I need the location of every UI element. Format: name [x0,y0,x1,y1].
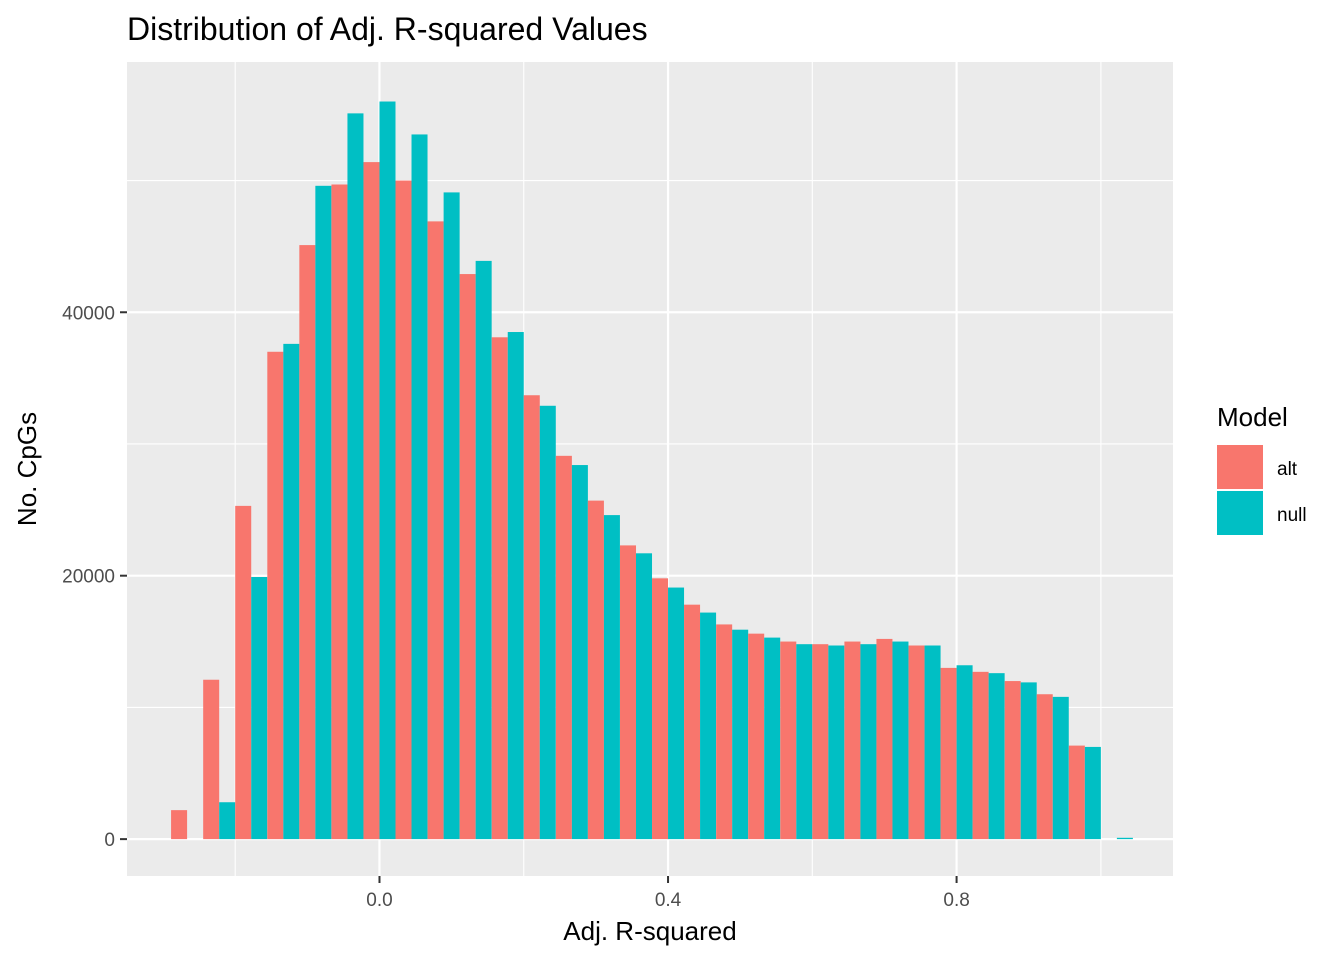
bar-null [924,645,941,840]
bar-alt [619,545,637,840]
bar-null [315,185,332,840]
bar-alt [523,395,540,840]
bar-null [443,192,460,840]
bar-null [475,260,492,840]
bar-alt [555,455,572,840]
bar-alt [684,604,701,840]
bar-alt [235,505,252,840]
bar-null [988,673,1005,840]
x-axis-title: Adj. R-squared [563,916,736,946]
bar-alt [652,578,669,840]
bar-null [603,515,620,840]
bar-alt [716,624,733,840]
bar-null [636,553,653,840]
bar-alt [1004,681,1021,840]
bar-null [796,644,813,840]
bar-alt [812,644,829,840]
bar-null [956,665,973,840]
bar-null [892,641,909,840]
bar-null [732,629,749,840]
bar-null [700,612,717,840]
bar-null [379,101,396,840]
bar-null [860,644,877,840]
bars [171,101,1133,840]
legend-label-alt: alt [1277,459,1298,480]
x-tick-label: 0.0 [366,890,392,911]
bar-null [764,637,781,840]
legend-key-null [1217,491,1263,535]
bar-alt [844,641,861,840]
bar-alt [427,221,444,840]
legend: Model alt null [1217,402,1307,535]
bar-alt [203,679,220,840]
bar-null [219,802,236,840]
bar-null [1084,746,1101,840]
bar-alt [459,274,476,840]
x-tick-label: 0.4 [655,890,682,911]
bar-null [1052,696,1069,840]
bar-null [571,465,588,840]
y-tick-label: 20000 [62,567,115,588]
y-axis-ticks: 0 20000 40000 [62,303,127,851]
bar-null [251,577,268,840]
legend-label-null: null [1277,505,1307,526]
bar-alt [587,500,604,840]
legend-key-alt [1217,445,1263,489]
y-axis-title: No. CpGs [12,412,42,526]
y-tick-label: 0 [104,830,115,851]
bar-null [1116,837,1133,840]
bar-null [283,343,300,840]
bar-null [411,134,428,840]
bar-alt [171,810,188,840]
bar-alt [491,337,508,840]
chart-title: Distribution of Adj. R-squared Values [127,11,648,47]
bar-alt [748,633,765,840]
bar-null [668,587,685,840]
bar-alt [940,667,957,840]
bar-alt [908,645,925,840]
bar-null [828,645,845,840]
bar-alt [363,162,380,840]
y-tick-label: 40000 [62,303,115,324]
bar-alt [267,351,284,840]
bar-null [347,113,364,840]
bar-null [1020,682,1037,840]
bar-alt [1036,694,1053,840]
bar-alt [972,671,989,840]
legend-title: Model [1217,402,1288,432]
bar-null [507,332,524,840]
bar-alt [395,180,412,840]
bar-alt [1068,745,1085,840]
bar-alt [331,184,348,840]
bar-null [539,405,556,840]
bar-alt [780,641,797,840]
x-axis-ticks: 0.0 0.4 0.8 [366,876,970,911]
bar-alt [299,245,316,840]
x-tick-label: 0.8 [943,890,969,911]
bar-alt [876,638,893,840]
